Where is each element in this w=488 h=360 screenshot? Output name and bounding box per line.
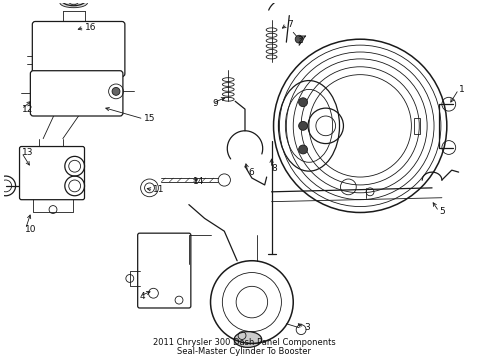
Text: 2: 2 xyxy=(297,36,302,45)
Circle shape xyxy=(298,98,307,107)
Text: 8: 8 xyxy=(271,164,277,173)
Ellipse shape xyxy=(61,0,86,6)
Text: 2011 Chrysler 300 Dash Panel Components: 2011 Chrysler 300 Dash Panel Components xyxy=(153,338,335,347)
Text: 16: 16 xyxy=(84,23,96,32)
Text: 12: 12 xyxy=(21,105,33,114)
Text: 9: 9 xyxy=(212,99,218,108)
Text: 13: 13 xyxy=(21,148,33,157)
Text: Seal-Master Cylinder To Booster: Seal-Master Cylinder To Booster xyxy=(177,347,311,356)
Circle shape xyxy=(112,87,120,95)
Bar xyxy=(413,118,419,134)
Circle shape xyxy=(295,35,303,43)
Text: 15: 15 xyxy=(143,114,155,123)
FancyBboxPatch shape xyxy=(30,71,122,116)
Text: 4: 4 xyxy=(140,292,145,301)
Text: 7: 7 xyxy=(287,20,292,29)
Circle shape xyxy=(298,145,307,154)
Text: 14: 14 xyxy=(192,177,204,186)
Text: 10: 10 xyxy=(25,225,37,234)
Text: 6: 6 xyxy=(247,168,253,177)
Text: 3: 3 xyxy=(304,323,309,332)
Text: 5: 5 xyxy=(438,207,444,216)
FancyBboxPatch shape xyxy=(138,233,190,308)
FancyBboxPatch shape xyxy=(20,147,84,200)
Text: 11: 11 xyxy=(153,185,164,194)
FancyBboxPatch shape xyxy=(32,22,124,77)
Ellipse shape xyxy=(60,0,87,8)
Ellipse shape xyxy=(234,332,261,347)
Text: 1: 1 xyxy=(458,85,464,94)
Circle shape xyxy=(298,121,307,130)
